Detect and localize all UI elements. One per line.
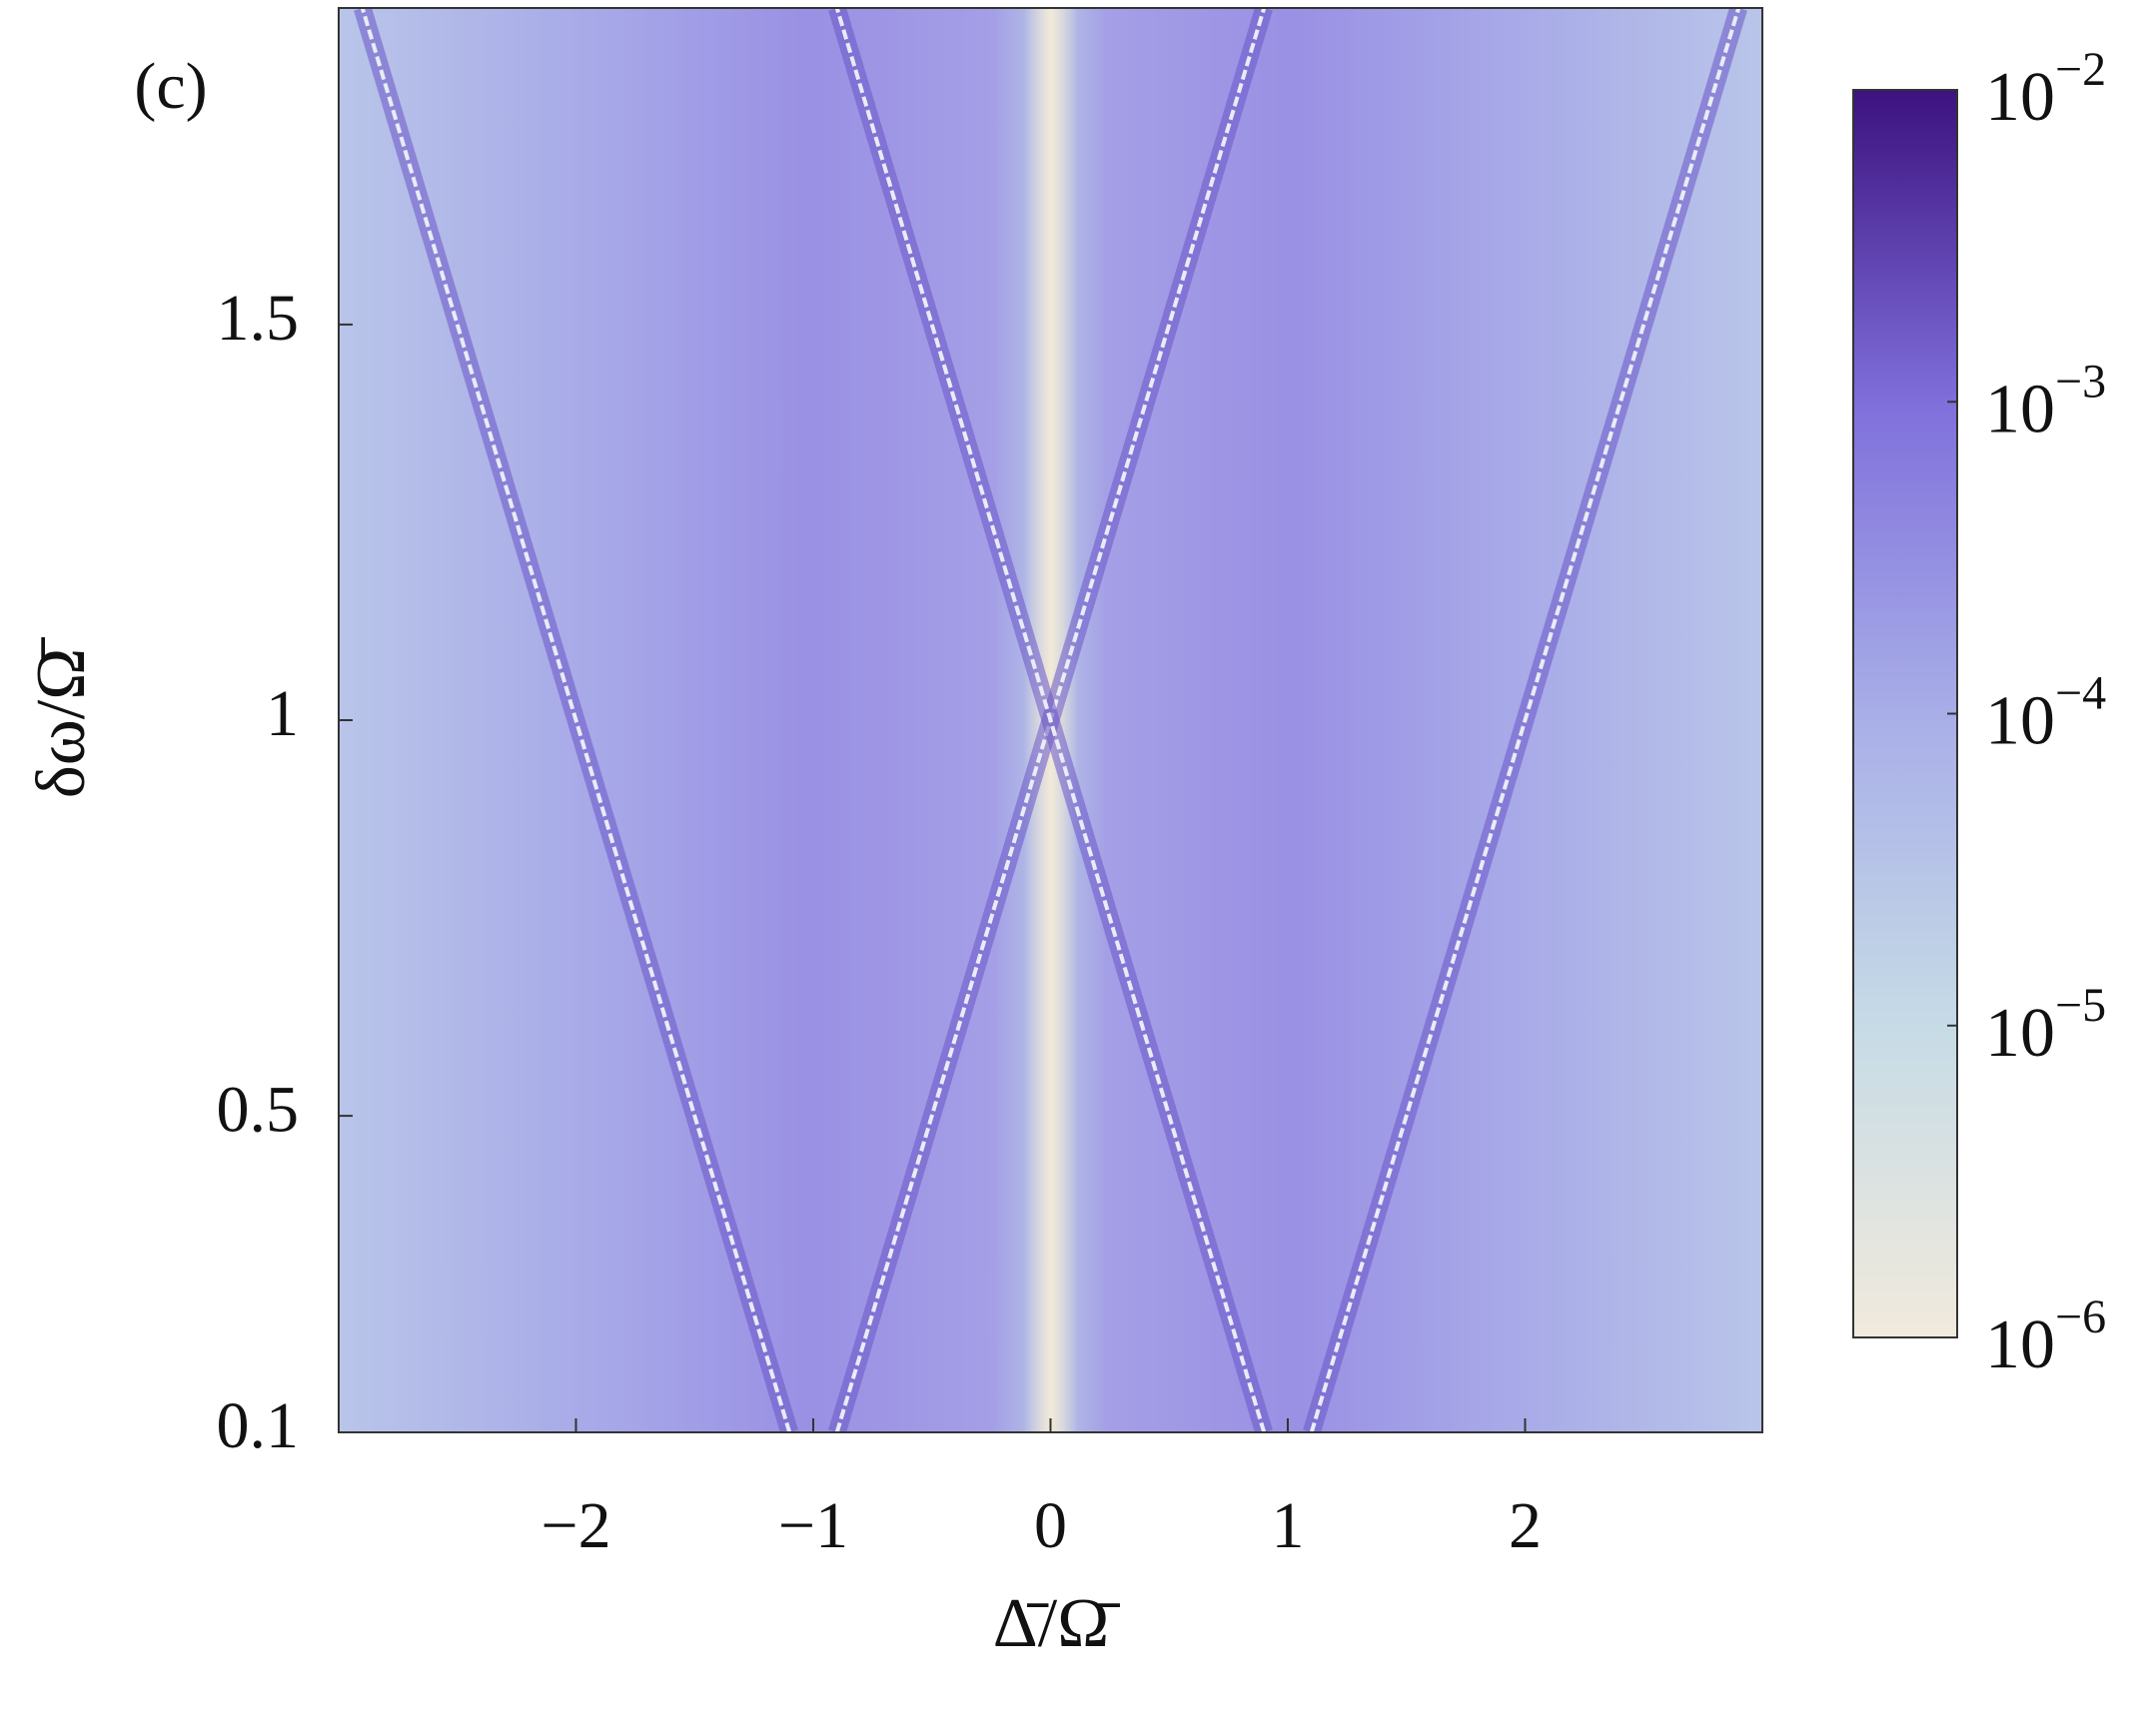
- y-axis-label: δω/Ω̄: [23, 637, 100, 799]
- x-tick-label: −1: [778, 1489, 848, 1562]
- line: [834, 8, 1267, 1432]
- y-tick-label: 1: [266, 677, 299, 750]
- panel-label: (c): [134, 50, 207, 123]
- lines: [354, 8, 1747, 1432]
- heatmap: [339, 8, 1762, 1432]
- x-tick-label: 0: [1034, 1489, 1067, 1562]
- x-axis-label: Δ̄/Ω̄: [993, 1585, 1120, 1662]
- y-tick-label: 0.5: [217, 1073, 300, 1146]
- colorbar-tick-label: 10−6: [1985, 1291, 2106, 1383]
- colorbar-tick-label: 10−5: [1985, 979, 2106, 1072]
- y-tick-label: 1.5: [217, 282, 300, 355]
- heatmap-dark-region: [664, 1133, 964, 1432]
- colorbar-tick-label: 10−3: [1985, 355, 2106, 447]
- line: [1309, 8, 1741, 1432]
- x-tick-label: 2: [1509, 1489, 1542, 1562]
- colorbar: [1852, 89, 1958, 1338]
- x-tick-label: 1: [1272, 1489, 1305, 1562]
- x-tick-label: −2: [540, 1489, 610, 1562]
- line: [360, 8, 792, 1432]
- y-tick-label: 0.1: [217, 1389, 300, 1462]
- colorbar-tick-label: 10−2: [1985, 43, 2106, 136]
- heatmap-dark-region: [1138, 1133, 1438, 1432]
- colorbar-tick-label: 10−4: [1985, 667, 2106, 760]
